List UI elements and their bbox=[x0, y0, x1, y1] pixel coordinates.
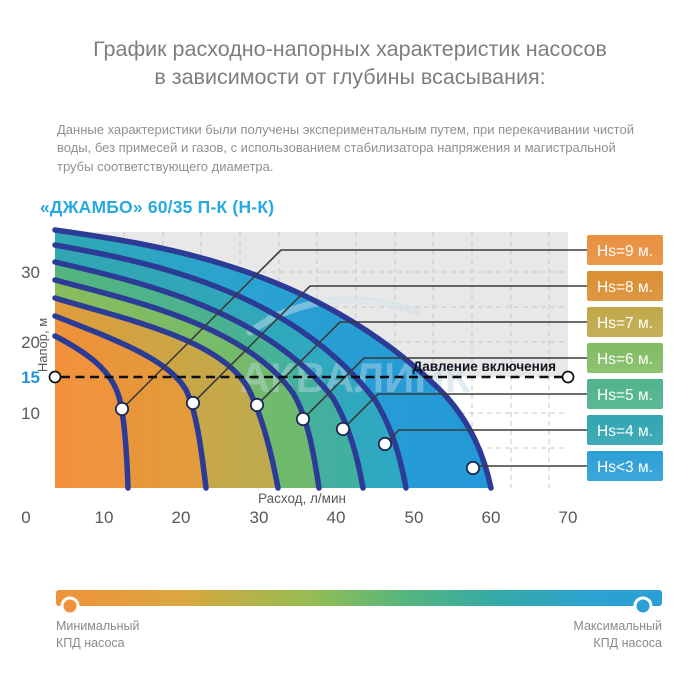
rated-point-hs8 bbox=[185, 395, 201, 411]
callout-line-hs8 bbox=[192, 285, 587, 404]
x-tick-20: 20 bbox=[172, 508, 191, 527]
chart-title: «ДЖАМБО» 60/35 П-К (Н-К) bbox=[40, 197, 275, 217]
x-tick-30: 30 bbox=[250, 508, 269, 527]
legend-label-hs3: Hs<3 м. bbox=[597, 459, 653, 476]
legend-box-hs9 bbox=[587, 235, 663, 265]
watermark-swoosh bbox=[246, 296, 422, 336]
x-tick-60: 60 bbox=[482, 508, 501, 527]
legend-label-hs7: Hs=7 м. bbox=[597, 315, 653, 332]
y-tick-10: 10 bbox=[21, 404, 40, 423]
efficiency-max-label: Максимальный bbox=[573, 619, 662, 633]
rated-point-hs6 bbox=[295, 411, 311, 427]
page-title: График расходно-напорных характеристик н… bbox=[0, 36, 700, 92]
efficiency-max-marker bbox=[633, 596, 653, 616]
legend-box-hs4 bbox=[587, 415, 663, 445]
efficiency-min-label: КПД насоса bbox=[56, 636, 125, 650]
zone-hs9 bbox=[55, 336, 128, 488]
legend-label-hs4: Hs=4 м. bbox=[597, 423, 653, 440]
legend-box-hs3 bbox=[587, 451, 663, 481]
x-tick-40: 40 bbox=[327, 508, 346, 527]
curve-hs8 bbox=[52, 313, 209, 491]
curve-hs6 bbox=[52, 277, 322, 491]
pressure-line-endpoint-left bbox=[48, 370, 62, 384]
x-tick-70: 70 bbox=[559, 508, 578, 527]
y-axis-label: Напор, м bbox=[35, 318, 50, 372]
curve-hs9 bbox=[52, 333, 131, 491]
rated-point-hs5 bbox=[335, 421, 351, 437]
efficiency-max-label: КПД насоса bbox=[593, 636, 662, 650]
legend-label-hs9: Hs=9 м. bbox=[597, 243, 653, 260]
efficiency-bar bbox=[56, 590, 662, 606]
callout-line-hs9 bbox=[121, 249, 587, 410]
curve-hs7 bbox=[52, 295, 281, 491]
x-tick-10: 10 bbox=[95, 508, 114, 527]
callout-line-hs5 bbox=[342, 393, 587, 430]
legend-box-hs7 bbox=[587, 307, 663, 337]
y-tick-30: 30 bbox=[21, 263, 40, 282]
efficiency-min-marker bbox=[60, 596, 80, 616]
page-title-line1: График расходно-напорных характеристик н… bbox=[93, 37, 607, 61]
x-tick-50: 50 bbox=[405, 508, 424, 527]
legend-label-hs6: Hs=6 м. bbox=[597, 351, 653, 368]
rated-point-hs3 bbox=[465, 460, 481, 476]
curve-hs5 bbox=[52, 259, 366, 491]
page-subtitle: Данные характеристики были получены эксп… bbox=[57, 122, 634, 174]
rated-point-hs9 bbox=[114, 401, 130, 417]
y-tick-15: 15 bbox=[21, 368, 40, 387]
legend-label-hs8: Hs=8 м. bbox=[597, 279, 653, 296]
curve-hs3 bbox=[52, 227, 494, 491]
rated-point-hs7 bbox=[249, 397, 265, 413]
pressure-line-label: Давление включения bbox=[413, 359, 556, 374]
efficiency-min-label: Минимальный bbox=[56, 619, 140, 633]
rated-point-hs4 bbox=[377, 436, 393, 452]
legend-box-hs5 bbox=[587, 379, 663, 409]
watermark-swoosh bbox=[266, 298, 398, 320]
x-axis-label: Расход, л/мин bbox=[258, 491, 346, 506]
legend-box-hs8 bbox=[587, 271, 663, 301]
callout-line-hs6 bbox=[302, 357, 587, 420]
x-tick-0: 0 bbox=[21, 508, 30, 527]
y-tick-20: 20 bbox=[21, 333, 40, 352]
legend-label-hs5: Hs=5 м. bbox=[597, 387, 653, 404]
legend-box-hs6 bbox=[587, 343, 663, 373]
pressure-line-endpoint-right bbox=[561, 370, 575, 384]
page-title-line2: в зависимости от глубины всасывания: bbox=[154, 64, 546, 89]
